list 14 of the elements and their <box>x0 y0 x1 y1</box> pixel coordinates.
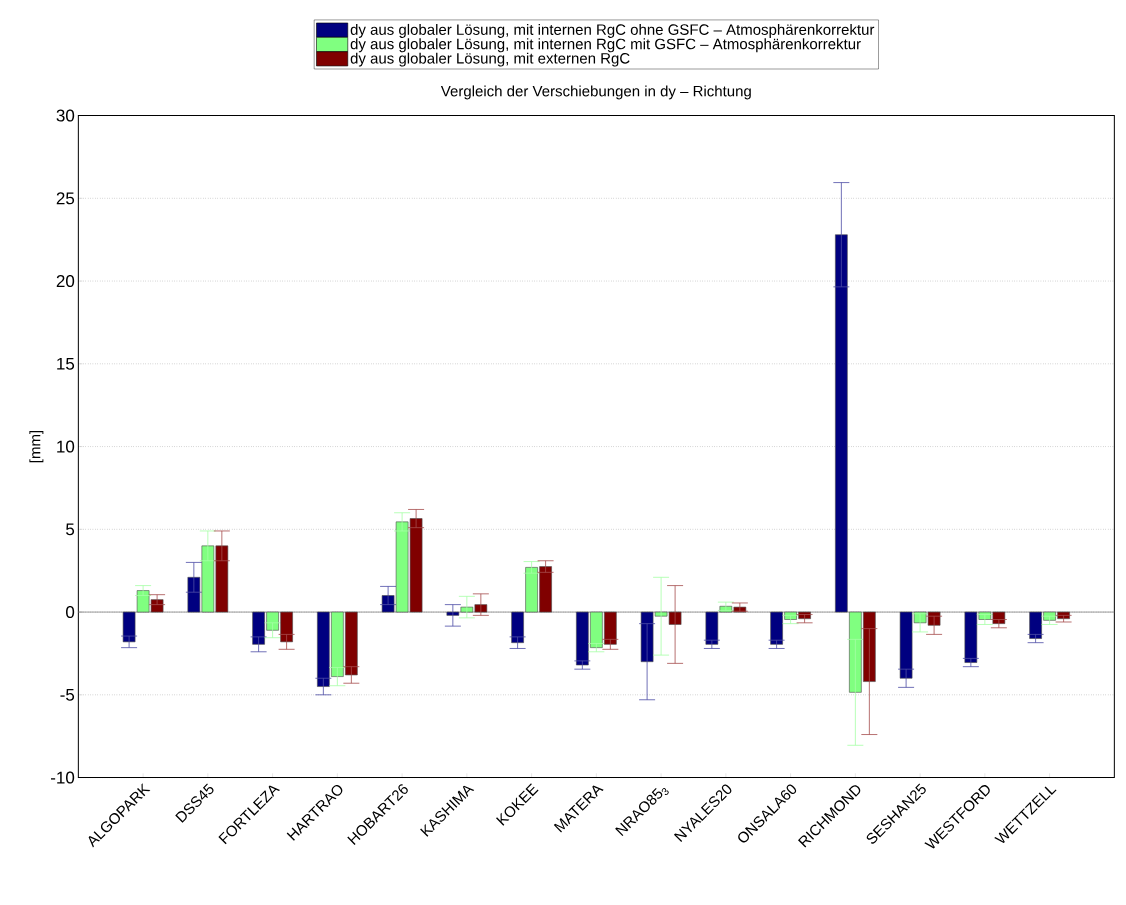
legend-label: dy aus globaler Lösung, mit internen RgC ohne GSFC – Atmosphärenkorrektur <box>350 23 875 38</box>
chart-title: Vergleich der Verschiebungen in dy – Richtung <box>440 85 751 100</box>
y-tick-label: 20 <box>56 275 75 288</box>
y-tick-label: 30 <box>56 109 75 122</box>
y-tick-label: 10 <box>57 440 75 453</box>
y-tick-label: 0 <box>66 606 75 619</box>
legend-label: dy aus globaler Lösung, mit internen RgC mit GSFC – Atmosphärenkorrektur <box>350 38 861 53</box>
y-tick-label: 25 <box>56 192 75 205</box>
y-tick-label: -10 <box>51 771 75 784</box>
legend-label: dy aus globaler Lösung, mit externen RgC <box>350 52 630 67</box>
y-tick-label: 15 <box>57 357 75 370</box>
y-tick-label: 5 <box>66 523 75 536</box>
y-axis-title: [mm] <box>29 430 44 463</box>
y-tick-label: -5 <box>60 688 75 701</box>
